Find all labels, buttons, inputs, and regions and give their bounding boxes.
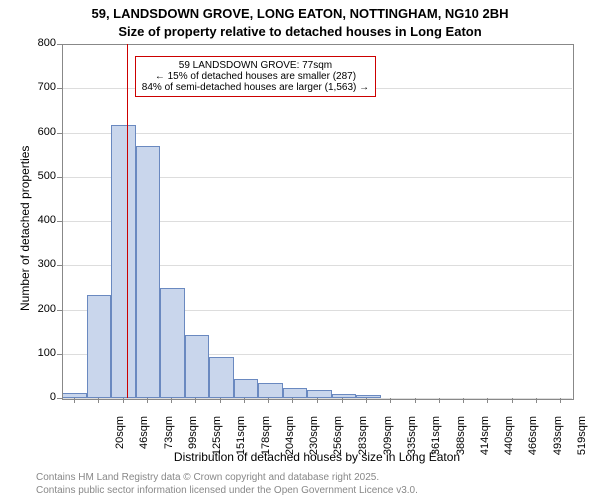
xtick-mark [342, 398, 343, 403]
xtick-mark [390, 398, 391, 403]
xtick-mark [317, 398, 318, 403]
ytick-label: 0 [22, 391, 56, 403]
annotation-line3: 84% of semi-detached houses are larger (… [142, 82, 369, 93]
ytick-label: 600 [22, 126, 56, 138]
xtick-mark [74, 398, 75, 403]
ytick-label: 700 [22, 81, 56, 93]
plot-area [62, 44, 574, 400]
annotation-line2: ← 15% of detached houses are smaller (28… [142, 71, 369, 82]
annotation-line1: 59 LANDSDOWN GROVE: 77sqm [142, 60, 369, 71]
xtick-mark [366, 398, 367, 403]
xtick-mark [512, 398, 513, 403]
chart-container: 59, LANDSDOWN GROVE, LONG EATON, NOTTING… [0, 0, 600, 500]
title-line1: 59, LANDSDOWN GROVE, LONG EATON, NOTTING… [0, 6, 600, 21]
footer-line2: Contains public sector information licen… [0, 485, 600, 496]
xtick-mark [463, 398, 464, 403]
xtick-mark [487, 398, 488, 403]
xtick-mark [292, 398, 293, 403]
yaxis-label: Number of detached properties [18, 146, 32, 311]
ytick-label: 800 [22, 37, 56, 49]
xtick-mark [98, 398, 99, 403]
xtick-mark [244, 398, 245, 403]
xtick-mark [560, 398, 561, 403]
ytick-label: 100 [22, 347, 56, 359]
xtick-mark [123, 398, 124, 403]
xtick-mark [220, 398, 221, 403]
xtick-mark [439, 398, 440, 403]
xtick-mark [195, 398, 196, 403]
xtick-mark [536, 398, 537, 403]
xtick-label: 519sqm [576, 416, 588, 464]
xtick-mark [171, 398, 172, 403]
footer-line1: Contains HM Land Registry data © Crown c… [0, 472, 600, 483]
xtick-mark [147, 398, 148, 403]
xtick-mark [268, 398, 269, 403]
xtick-mark [415, 398, 416, 403]
annotation-box: 59 LANDSDOWN GROVE: 77sqm← 15% of detach… [135, 56, 376, 97]
xaxis-label: Distribution of detached houses by size … [62, 450, 572, 464]
title-line2: Size of property relative to detached ho… [0, 24, 600, 39]
marker-line [127, 44, 128, 398]
